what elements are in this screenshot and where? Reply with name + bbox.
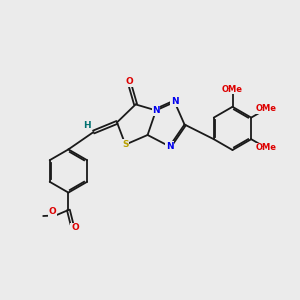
Text: OMe: OMe <box>256 104 277 113</box>
Text: OMe: OMe <box>256 143 277 152</box>
Text: N: N <box>171 98 178 106</box>
Text: N: N <box>152 106 160 115</box>
Text: H: H <box>83 121 91 130</box>
Text: O: O <box>48 207 56 216</box>
Text: N: N <box>166 142 173 151</box>
Text: OMe: OMe <box>222 85 243 94</box>
Text: O: O <box>125 77 133 86</box>
Text: S: S <box>122 140 129 149</box>
Text: O: O <box>71 224 79 232</box>
